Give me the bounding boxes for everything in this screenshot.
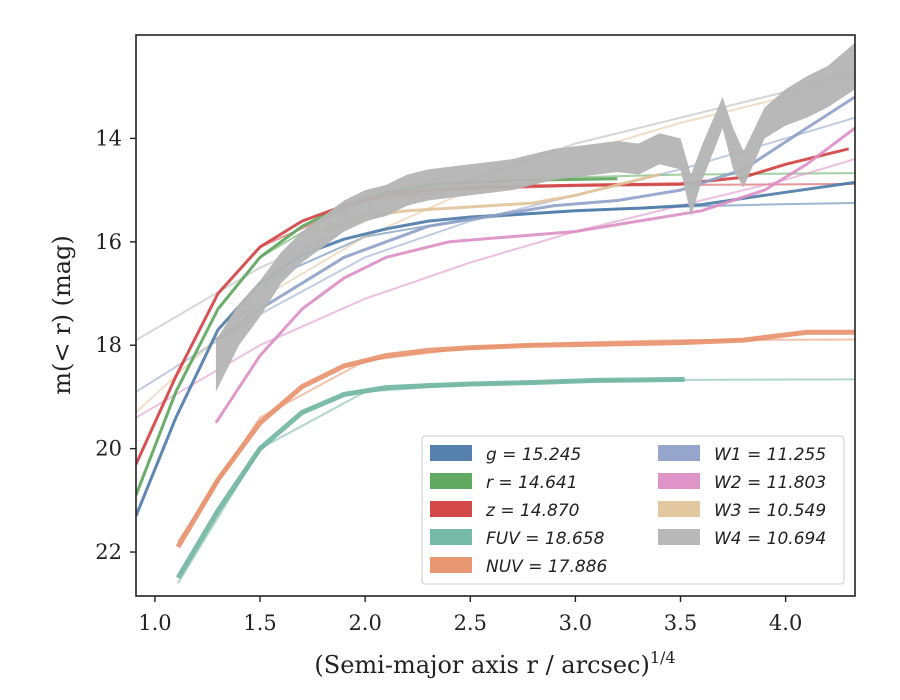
tick-layer: 1.0 1.5 2.0 2.5 3.0 3.5 4.0 14 16 18 20 22 [95, 126, 802, 635]
x-tick-label: 2.5 [454, 611, 487, 635]
x-axis-label: (Semi-major axis r / arcsec)1/4 [314, 648, 675, 679]
x-tick-label: 4.0 [769, 611, 802, 635]
y-axis-label: m(< r) (mag) [48, 235, 76, 394]
legend-swatch-W3 [658, 501, 700, 517]
x-tick-label: 3.5 [664, 611, 697, 635]
legend-swatch-g [430, 445, 472, 461]
y-tick-label: 16 [95, 230, 122, 254]
legend-swatch-W2 [658, 473, 700, 489]
legend-swatch-r [430, 473, 472, 489]
legend-swatch-z [430, 501, 472, 517]
x-tick-label: 1.0 [138, 611, 171, 635]
y-tick-label: 14 [95, 126, 122, 150]
legend-swatch-NUV [430, 557, 472, 573]
legend-label-W4: W4 = 10.694 [714, 529, 826, 549]
legend-box [421, 435, 845, 585]
x-tick-label: 1.5 [243, 611, 276, 635]
data-line-W2 [214, 126, 855, 424]
legend-label-FUV: FUV = 18.658 [486, 529, 605, 549]
legend-label-W1: W1 = 11.255 [714, 445, 826, 465]
legend-swatch-FUV [430, 529, 472, 545]
y-tick-label: 22 [95, 540, 122, 564]
legend-label-W3: W3 = 10.549 [714, 501, 826, 521]
legend: g = 15.245 r = 14.641 z = 14.870 FUV = 18.6… [421, 435, 845, 585]
y-tick-label: 18 [95, 333, 122, 357]
data-line-FUV [175, 376, 685, 580]
legend-label-NUV: NUV = 17.886 [486, 557, 608, 577]
fit-line-W1 [136, 116, 855, 393]
plot-frame [135, 34, 856, 597]
legend-swatch-W4 [658, 529, 700, 545]
legend-label-z: z = 14.870 [485, 501, 579, 521]
data-line-g [136, 180, 855, 517]
data-band-W4 [215, 42, 855, 392]
legend-label-g: g = 15.245 [486, 445, 581, 465]
x-tick-label: 2.0 [348, 611, 381, 635]
series-layer [136, 42, 855, 584]
x-axis-label-exponent: 1/4 [650, 648, 676, 667]
legend-label-W2: W2 = 11.803 [714, 473, 826, 493]
legend-label-r: r = 14.641 [486, 473, 578, 493]
y-tick-label: 20 [95, 437, 122, 461]
fit-line-W3 [136, 77, 855, 414]
x-tick-label: 3.0 [559, 611, 592, 635]
legend-swatch-W1 [658, 445, 700, 461]
data-line-NUV [175, 329, 855, 549]
